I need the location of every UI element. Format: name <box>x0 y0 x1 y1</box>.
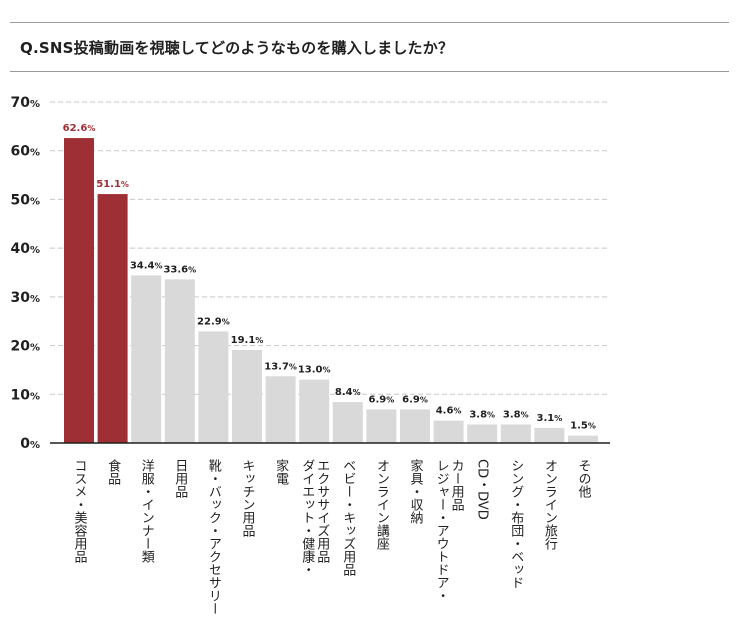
x-tick-label: 日用品 <box>172 459 188 498</box>
data-label: 3.8% <box>503 409 529 420</box>
bar <box>500 424 531 443</box>
bar <box>131 275 162 443</box>
bar <box>332 402 363 443</box>
data-label: 62.6% <box>63 123 96 134</box>
bar <box>400 409 430 443</box>
data-label: 34.4% <box>130 260 163 271</box>
x-tick-label: コスメ・美容用品 <box>72 459 88 563</box>
bar <box>164 279 195 443</box>
y-tick-label: 10% <box>10 387 40 403</box>
data-label: 3.1% <box>537 413 563 424</box>
data-label: 13.0% <box>298 365 331 376</box>
x-tick-label: ベビー・キッズ用品 <box>340 459 356 576</box>
x-tick-label: 食品 <box>105 458 121 485</box>
x-tick-label: ダイエット・健康・ <box>299 459 315 576</box>
data-label: 33.6% <box>163 264 196 275</box>
x-tick-label: CD・DVD <box>475 459 490 520</box>
bar <box>64 138 94 443</box>
bar <box>299 379 330 443</box>
x-tick-label: カー用品 <box>449 459 465 511</box>
x-tick-label: 靴・バック・アクセサリー <box>206 459 222 615</box>
y-tick-label: 30% <box>10 290 40 306</box>
x-tick-label: オンライン講座 <box>374 459 390 551</box>
y-tick-label: 40% <box>10 241 40 257</box>
bar <box>366 409 397 443</box>
bar <box>433 420 464 443</box>
y-tick-label: 60% <box>10 144 40 160</box>
x-tick-label: 家具・収納 <box>408 458 424 525</box>
data-label: 19.1% <box>231 335 264 346</box>
data-label: 4.6% <box>436 406 462 417</box>
data-label: 1.5% <box>570 421 596 432</box>
x-tick-label: オンライン旅行 <box>542 459 558 551</box>
bar <box>232 349 262 443</box>
data-label: 8.4% <box>335 387 361 398</box>
bottom-divider <box>10 71 729 72</box>
y-tick-label: 70% <box>10 95 40 111</box>
x-tick-label: 洋服・インナー類 <box>139 459 155 563</box>
data-label: 51.1% <box>96 179 129 190</box>
data-label: 13.7% <box>264 361 297 372</box>
bar <box>97 194 128 443</box>
y-tick-label: 50% <box>10 192 40 208</box>
x-tick-label: その他 <box>576 459 592 499</box>
bar <box>467 424 498 443</box>
x-tick-label: 家電 <box>273 458 289 485</box>
bar <box>265 376 296 443</box>
data-label: 3.8% <box>469 409 495 420</box>
bar <box>198 331 229 443</box>
data-label: 22.9% <box>197 316 230 327</box>
x-tick-label: キッチン用品 <box>240 459 256 537</box>
top-divider <box>10 22 729 23</box>
y-tick-label: 0% <box>20 436 40 452</box>
bar <box>568 435 598 443</box>
x-tick-label: エクササイズ用品 <box>314 459 330 563</box>
question-title: Q.SNS投稿動画を視聴してどのようなものを購入しましたか？ <box>20 39 454 57</box>
x-tick-label: シング・布団・ベッド <box>508 459 524 589</box>
y-tick-label: 20% <box>10 339 40 355</box>
data-label: 6.9% <box>402 394 428 405</box>
x-tick-label: レジャー・アウトドア・ <box>434 459 449 602</box>
bar <box>534 427 565 443</box>
data-label: 6.9% <box>369 394 395 405</box>
